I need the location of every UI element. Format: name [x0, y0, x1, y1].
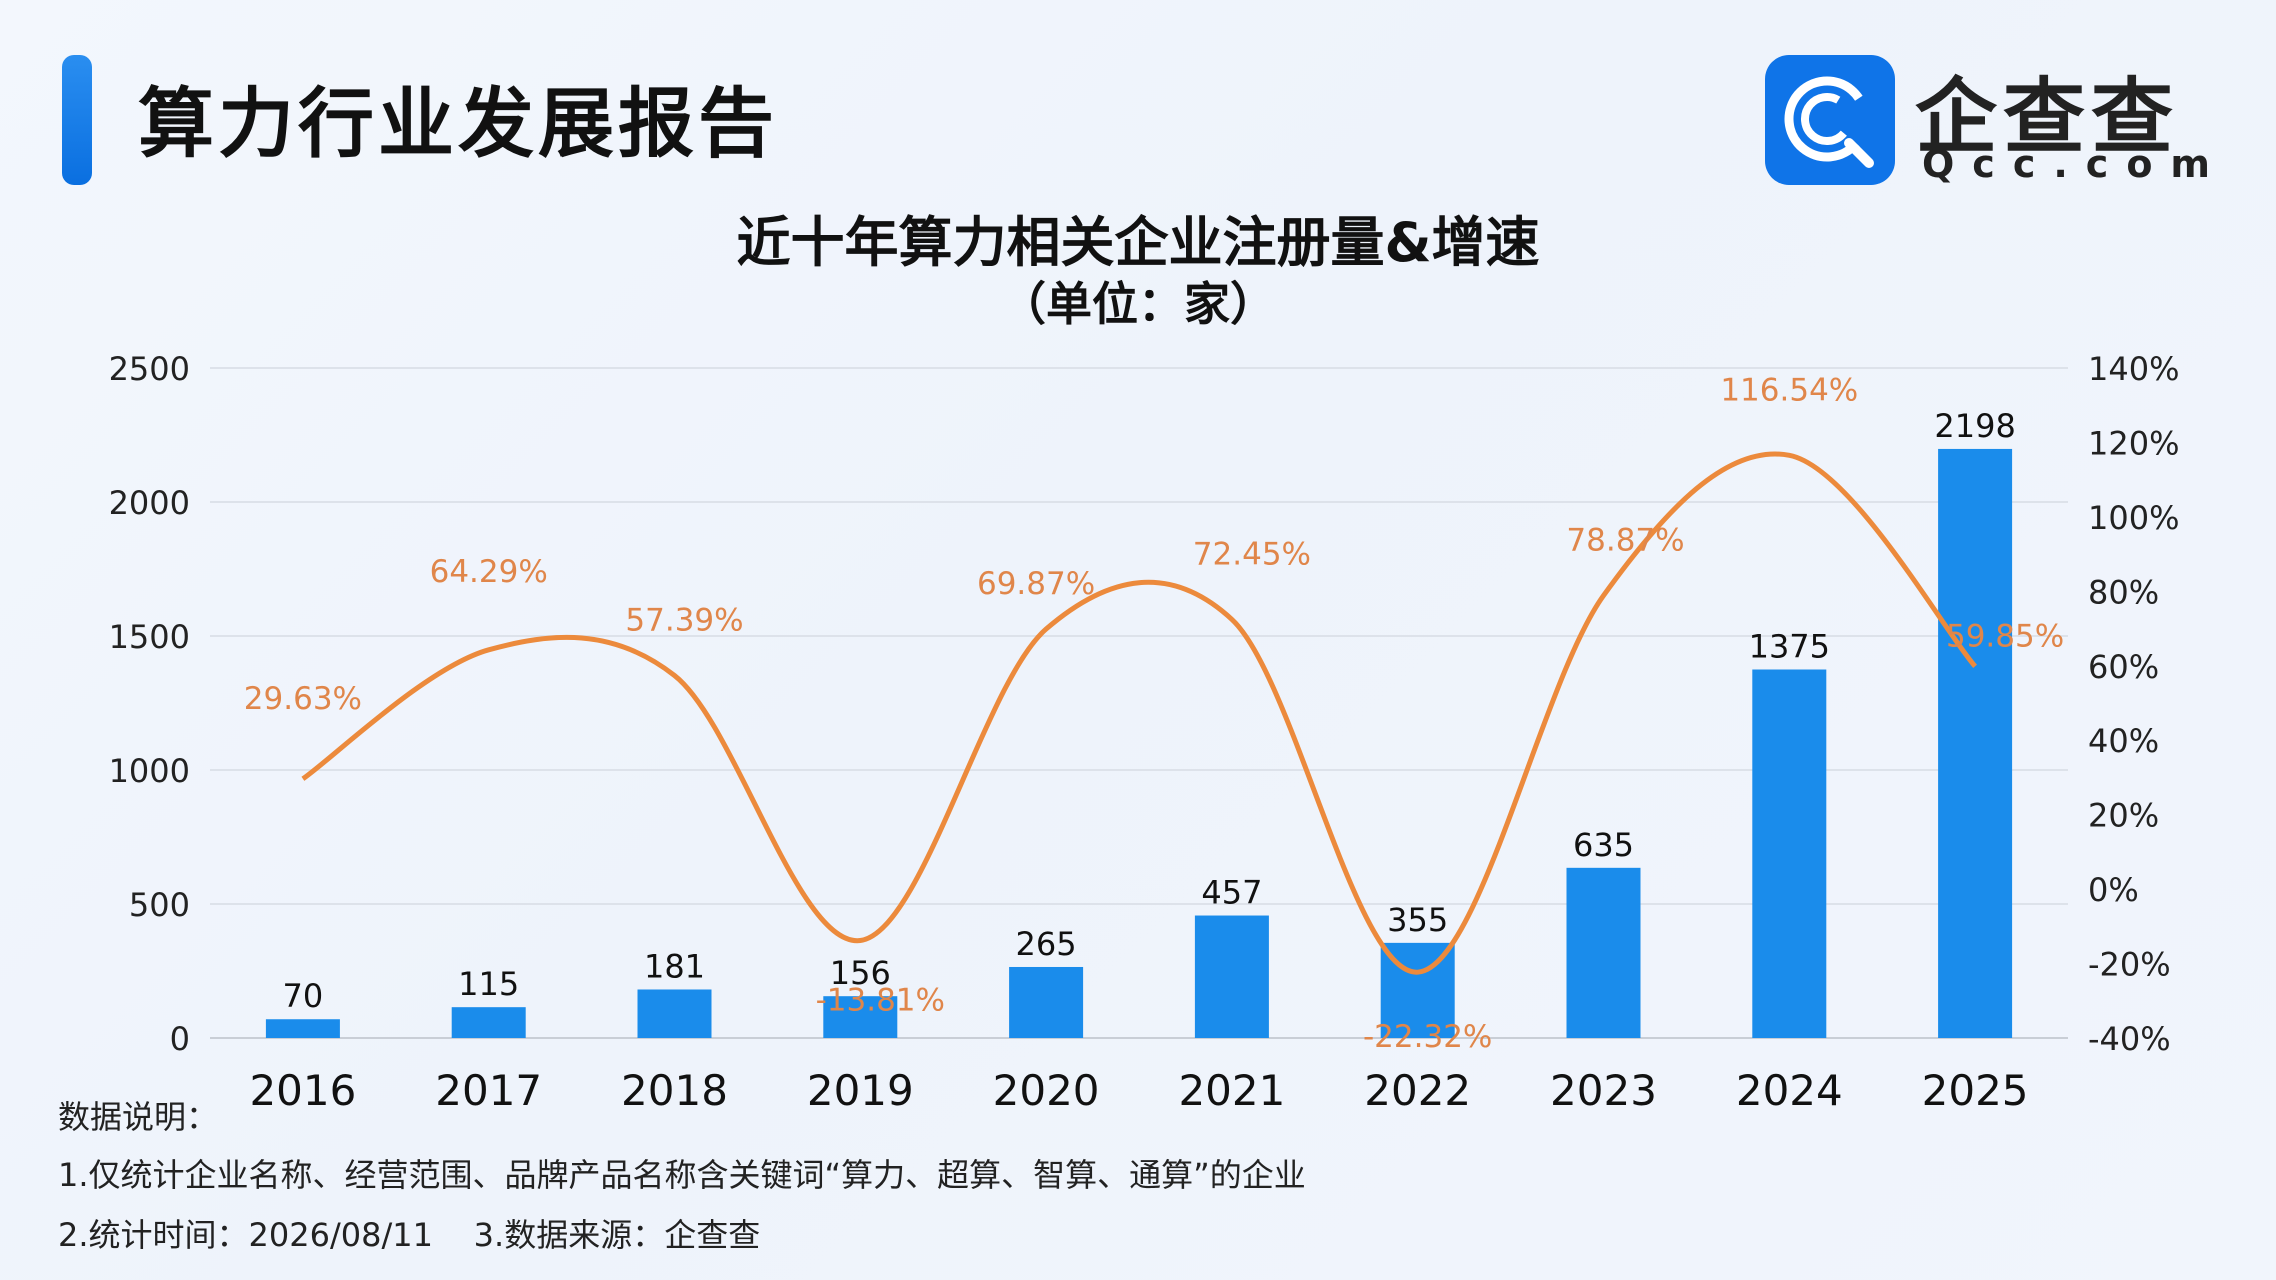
bar-value-label: 635	[1573, 826, 1634, 864]
growth-rate-label: 29.63%	[244, 681, 362, 717]
qcc-logo-icon	[1765, 55, 1895, 185]
title-accent-bar	[62, 55, 92, 185]
y-right-tick-label: 140%	[2088, 350, 2179, 388]
y-right-tick-label: 0%	[2088, 871, 2139, 909]
bar-value-label: 355	[1387, 901, 1448, 939]
growth-rate-label: -13.81%	[816, 983, 945, 1019]
bar-value-label: 181	[644, 947, 705, 985]
x-tick-label: 2016	[249, 1066, 356, 1115]
y-right-tick-label: -20%	[2088, 946, 2171, 984]
y-left-tick-label: 1000	[109, 752, 190, 790]
bar-value-label: 70	[283, 977, 324, 1015]
y-left-tick-label: 1500	[109, 618, 190, 656]
x-tick-label: 2024	[1736, 1066, 1843, 1115]
y-right-tick-label: -40%	[2088, 1020, 2171, 1058]
x-tick-label: 2017	[435, 1066, 542, 1115]
x-tick-label: 2018	[621, 1066, 728, 1115]
bar	[1566, 867, 1641, 1038]
x-tick-label: 2021	[1178, 1066, 1285, 1115]
chart-title: 近十年算力相关企业注册量&增速	[736, 211, 1540, 274]
growth-rate-line	[301, 451, 1977, 975]
x-tick-label: 2023	[1550, 1066, 1657, 1115]
y-right-tick-label: 80%	[2088, 573, 2159, 611]
growth-rate-label: 72.45%	[1193, 536, 1311, 572]
bar	[451, 1007, 526, 1038]
bar	[1194, 915, 1269, 1038]
x-tick-label: 2025	[1922, 1066, 2029, 1115]
growth-rate-label: 116.54%	[1720, 372, 1858, 408]
growth-rate-label: 64.29%	[430, 554, 548, 590]
growth-rate-label: 59.85%	[1946, 618, 2064, 654]
growth-rate-label: -22.32%	[1363, 1019, 1492, 1055]
bar-value-label: 115	[458, 965, 519, 1003]
report-title: 算力行业发展报告	[138, 79, 778, 168]
growth-rate-label: 57.39%	[625, 602, 743, 638]
growth-rate-label: 69.87%	[977, 566, 1095, 602]
notes-line-2: 2.统计时间：2026/08/11 3.数据来源：企查查	[58, 1216, 761, 1254]
y-right-tick-label: 120%	[2088, 424, 2179, 462]
bar-value-label: 2198	[1934, 407, 2015, 445]
x-tick-label: 2020	[993, 1066, 1100, 1115]
y-right-tick-label: 100%	[2088, 499, 2179, 537]
x-tick-label: 2022	[1364, 1066, 1471, 1115]
growth-rate-label: 78.87%	[1566, 523, 1684, 559]
brand-domain: Qcc.com	[1922, 142, 2229, 186]
bar	[823, 996, 898, 1038]
y-left-tick-label: 0	[170, 1020, 190, 1058]
bar	[637, 989, 712, 1038]
x-tick-label: 2019	[807, 1066, 914, 1115]
y-left-tick-label: 2000	[109, 484, 190, 522]
y-right-tick-label: 40%	[2088, 722, 2159, 760]
y-right-tick-label: 20%	[2088, 797, 2159, 835]
y-left-tick-label: 2500	[109, 350, 190, 388]
bar	[265, 1019, 340, 1038]
bar-value-label: 1375	[1749, 628, 1830, 666]
bar	[1009, 966, 1084, 1038]
bar	[1752, 669, 1827, 1038]
bar-value-label: 156	[830, 954, 891, 992]
chart-subtitle: （单位：家）	[1000, 277, 1276, 331]
brand-name: 企查查	[1915, 70, 2180, 165]
bar-value-label: 457	[1201, 874, 1262, 912]
notes-line-1: 1.仅统计企业名称、经营范围、品牌产品名称含关键词“算力、超算、智算、通算”的企…	[58, 1156, 1306, 1194]
y-left-tick-label: 500	[129, 886, 190, 924]
bar	[1938, 448, 2013, 1038]
y-right-tick-label: 60%	[2088, 648, 2159, 686]
bar-value-label: 265	[1016, 925, 1077, 963]
notes-heading: 数据说明：	[58, 1098, 219, 1136]
